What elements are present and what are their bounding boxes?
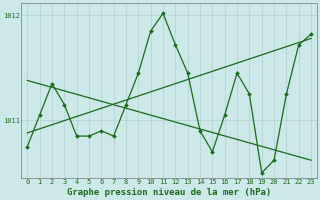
X-axis label: Graphe pression niveau de la mer (hPa): Graphe pression niveau de la mer (hPa) bbox=[67, 188, 271, 197]
